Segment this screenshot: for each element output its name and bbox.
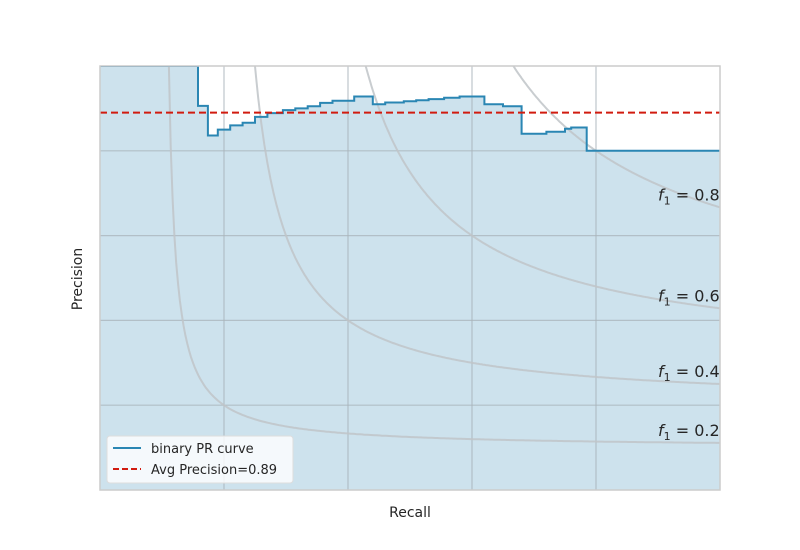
legend-avg-precision-label: Avg Precision=0.89: [151, 463, 277, 478]
iso-f1-curve: [254, 66, 720, 385]
iso-f1-curve: [167, 66, 720, 444]
legend: binary PR curve Avg Precision=0.89: [106, 435, 294, 484]
legend-box: [106, 435, 294, 484]
plot-frame: [99, 65, 721, 491]
y-axis-label: Precision: [70, 248, 86, 310]
iso-f1-label: f1 = 0.2: [658, 421, 720, 443]
iso-f1-curve: [512, 66, 720, 209]
iso-f1-curve: [364, 66, 720, 310]
x-axis-label: Recall: [389, 505, 431, 521]
iso-f1-label: f1 = 0.4: [658, 362, 720, 384]
iso-f1-label: f1 = 0.8: [658, 185, 720, 207]
pr-curve-line: [100, 66, 720, 152]
pr-curve-fill: [100, 66, 720, 490]
legend-pr-label: binary PR curve: [151, 442, 254, 457]
iso-f1-label: f1 = 0.6: [658, 286, 720, 308]
